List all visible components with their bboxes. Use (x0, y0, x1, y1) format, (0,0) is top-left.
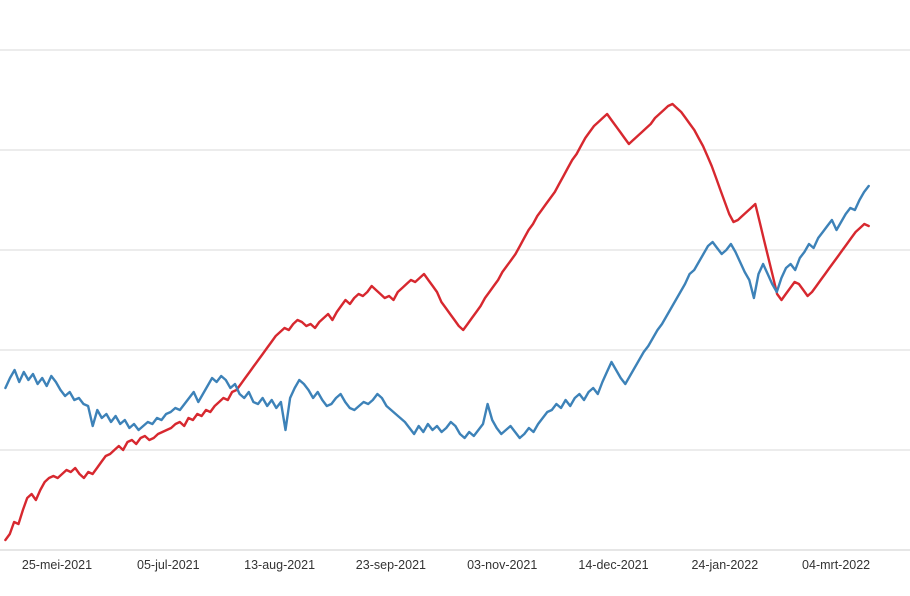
x-tick-label: 24-jan-2022 (691, 558, 758, 572)
x-tick-label: 04-mrt-2022 (802, 558, 870, 572)
x-tick-label: 25-mei-2021 (22, 558, 92, 572)
gridlines (0, 49, 910, 451)
x-tick-label: 14-dec-2021 (578, 558, 648, 572)
series-layer (4, 102, 870, 542)
series-line-blue (4, 184, 870, 440)
series-line-red (4, 102, 870, 542)
x-tick-label: 05-jul-2021 (137, 558, 200, 572)
x-tick-label: 13-aug-2021 (244, 558, 315, 572)
x-axis-ticks: 25-mei-2021 05-jul-2021 13-aug-2021 23-sep-… (22, 558, 870, 572)
x-tick-label: 23-sep-2021 (356, 558, 426, 572)
x-tick-label: 03-nov-2021 (467, 558, 537, 572)
